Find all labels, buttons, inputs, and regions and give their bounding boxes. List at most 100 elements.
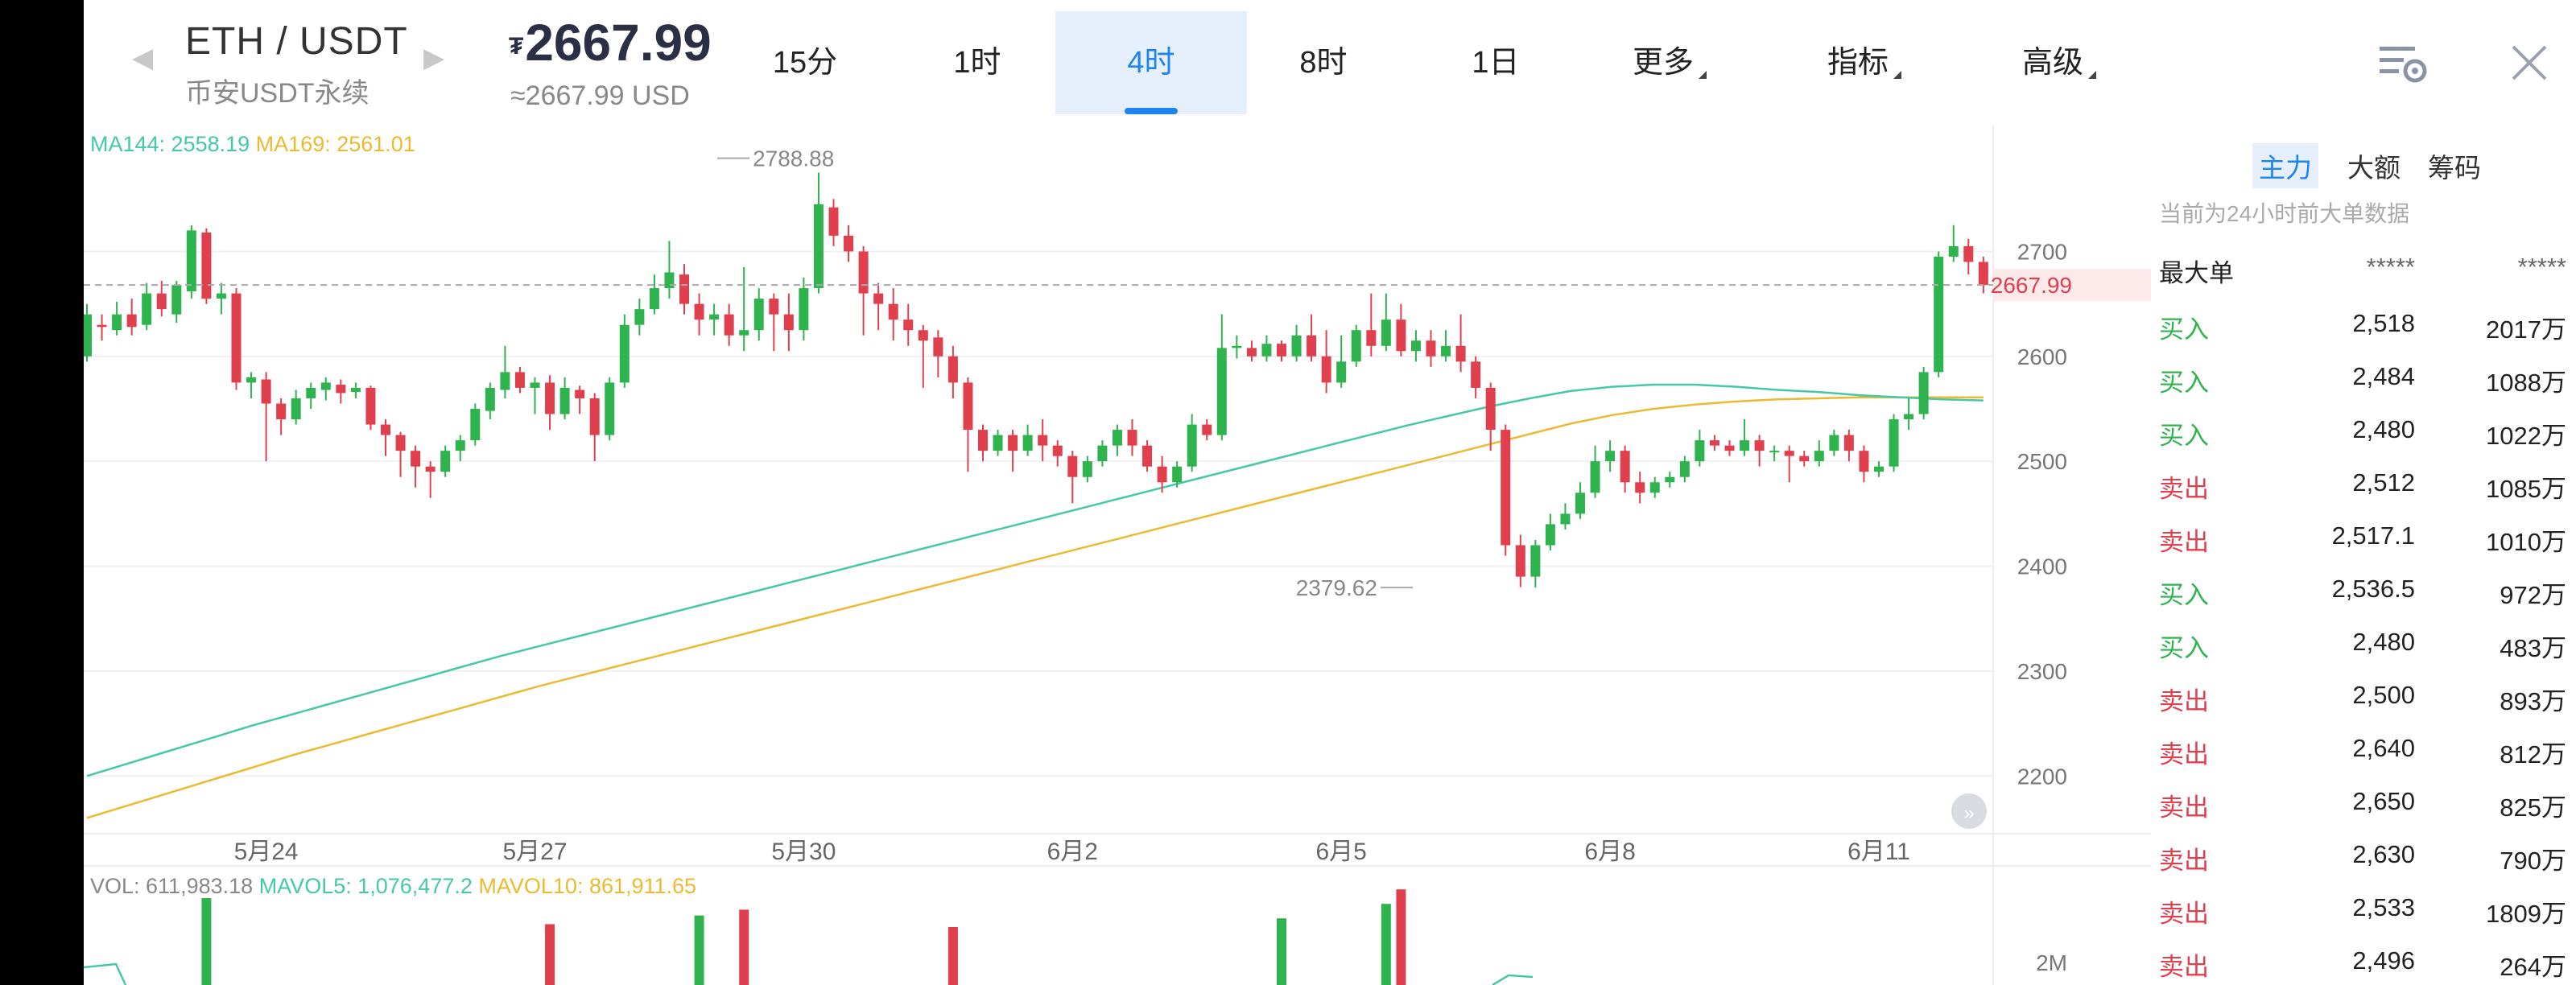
tab-interval-4[interactable]: 1日 xyxy=(1400,11,1591,114)
candle-body xyxy=(1515,545,1525,577)
volume-bar xyxy=(1396,889,1406,985)
candle-body xyxy=(1904,414,1914,420)
candle-body xyxy=(1008,435,1018,451)
price-chart[interactable]: 2700 2600 2500 2400 2300 2200 5月24 5月27 5月30 6月2 6… xyxy=(84,126,2151,985)
x-tick-label: 5月27 xyxy=(502,839,567,865)
big-order-row[interactable]: 卖出 2,512 1085万 xyxy=(2151,459,2576,512)
candle-body xyxy=(1187,424,1197,467)
order-amount: 1010万 xyxy=(2486,528,2566,556)
close-icon[interactable] xyxy=(2507,40,2552,85)
candle-body xyxy=(1829,435,1839,451)
candle-body xyxy=(873,293,884,304)
x-tick-label: 5月24 xyxy=(234,839,299,865)
candle-body xyxy=(1814,451,1824,462)
x-tick-label: 6月5 xyxy=(1316,839,1367,865)
candle-body xyxy=(978,430,988,451)
order-side: 买入 xyxy=(2159,315,2209,344)
tab-interval-6[interactable]: 指标 xyxy=(1769,11,1960,114)
dropdown-indicator-icon xyxy=(2088,71,2096,79)
candle-body xyxy=(799,288,809,331)
candle-body xyxy=(813,204,824,289)
candle-body xyxy=(1605,451,1616,462)
big-order-row[interactable]: 买入 2,536.5 972万 xyxy=(2151,565,2576,618)
candle-body xyxy=(1112,430,1122,446)
candle-body xyxy=(142,293,152,325)
candle-body xyxy=(440,451,451,472)
candle-body xyxy=(1426,340,1436,356)
tab-label: 4时 xyxy=(1127,46,1175,80)
ma169-legend: MA169: 2561.01 xyxy=(255,132,415,156)
big-order-row[interactable]: 卖出 2,496 264万 xyxy=(2151,937,2576,985)
tab-interval-0[interactable]: 15分 xyxy=(709,11,901,114)
symbol-subname: 币安USDT永续 xyxy=(185,78,369,109)
order-amount: 893万 xyxy=(2500,687,2566,715)
last-price: ₮2667.99 xyxy=(509,13,712,72)
candle-body xyxy=(1142,445,1153,467)
volume-tick-label: 2M xyxy=(2036,950,2067,975)
candle-body xyxy=(1052,445,1063,456)
big-order-row[interactable]: 买入 2,484 1088万 xyxy=(2151,352,2576,406)
panel-tab-2[interactable]: 筹码 xyxy=(2428,153,2481,183)
order-amount: 972万 xyxy=(2500,581,2566,609)
candle-body xyxy=(947,356,958,383)
tab-interval-2[interactable]: 4时 xyxy=(1055,11,1247,114)
y-tick-label: 2700 xyxy=(2017,239,2067,264)
x-tick-label: 6月8 xyxy=(1584,839,1635,865)
big-order-panel: 主力 大额 筹码 当前为24小时前大单数据 最大单 ***** ***** 买入 2,… xyxy=(2151,126,2576,985)
order-price: 2,480 xyxy=(2352,628,2415,656)
big-order-row[interactable]: 买入 2,480 1022万 xyxy=(2151,406,2576,459)
tab-interval-5[interactable]: 更多 xyxy=(1574,11,1765,114)
candle-body xyxy=(1441,345,1451,356)
usd-price: ≈2667.99 USD xyxy=(510,80,690,111)
scroll-latest-icon: » xyxy=(1963,802,1974,824)
volume-bar xyxy=(1381,904,1391,985)
candle-body xyxy=(530,382,540,388)
tab-interval-3[interactable]: 8时 xyxy=(1228,11,1419,114)
x-tick-label: 6月2 xyxy=(1047,839,1098,865)
big-order-row[interactable]: 卖出 2,640 812万 xyxy=(2151,724,2576,777)
big-order-row[interactable]: 卖出 2,650 825万 xyxy=(2151,777,2576,830)
candle-body xyxy=(858,251,869,294)
candle-body xyxy=(350,387,361,393)
volume-bar xyxy=(1277,918,1286,985)
order-amount: 1088万 xyxy=(2486,369,2566,397)
chart-settings-icon[interactable] xyxy=(2375,40,2431,89)
tab-interval-1[interactable]: 1时 xyxy=(881,11,1073,114)
candle-body xyxy=(1784,451,1794,456)
y-tick-label: 2500 xyxy=(2017,449,2067,474)
tab-interval-7[interactable]: 高级 xyxy=(1963,11,2155,114)
big-order-row[interactable]: 卖出 2,630 790万 xyxy=(2151,830,2576,884)
scroll-latest-button xyxy=(1951,793,1987,829)
panel-tab-0[interactable]: 主力 xyxy=(2252,143,2318,188)
big-order-row[interactable]: 卖出 2,517.1 1010万 xyxy=(2151,512,2576,565)
candle-body xyxy=(395,435,406,451)
mavol5-value: MAVOL5: 1,076,477.2 xyxy=(258,874,473,898)
big-order-row[interactable]: 卖出 2,533 1809万 xyxy=(2151,884,2576,937)
candle-body xyxy=(1097,445,1108,462)
panel-note: 当前为24小时前大单数据 xyxy=(2159,201,2410,226)
prev-symbol-icon[interactable]: ◀ xyxy=(132,43,154,73)
candle-body xyxy=(1261,344,1272,356)
panel-header-row: 最大单 ***** ***** xyxy=(2151,243,2576,296)
candle-body xyxy=(112,314,122,331)
big-order-row[interactable]: 卖出 2,500 893万 xyxy=(2151,671,2576,724)
candle-body xyxy=(201,232,212,299)
big-order-row[interactable]: 买入 2,480 483万 xyxy=(2151,618,2576,671)
y-tick-label: 2200 xyxy=(2017,764,2067,789)
candle-body xyxy=(1067,455,1078,477)
order-price: 2,484 xyxy=(2352,362,2415,390)
candle-body xyxy=(1501,430,1511,546)
app-window: ◀ ETH / USDT 币安USDT永续 ▶ ₮2667.99 ≈2667.9… xyxy=(84,0,2576,985)
order-amount: 264万 xyxy=(2500,953,2566,981)
candle-body xyxy=(84,314,92,356)
header-price-col: ***** xyxy=(2366,253,2415,281)
candle-body xyxy=(1934,256,1944,373)
next-symbol-icon[interactable]: ▶ xyxy=(423,43,445,73)
candle-body xyxy=(589,398,600,435)
candle-body xyxy=(514,372,525,388)
big-order-row[interactable]: 买入 2,518 2017万 xyxy=(2151,299,2576,352)
panel-tab-1[interactable]: 大额 xyxy=(2347,153,2401,183)
candle-body xyxy=(365,387,376,425)
candle-body xyxy=(336,385,346,394)
symbol-name[interactable]: ETH / USDT xyxy=(185,20,408,63)
